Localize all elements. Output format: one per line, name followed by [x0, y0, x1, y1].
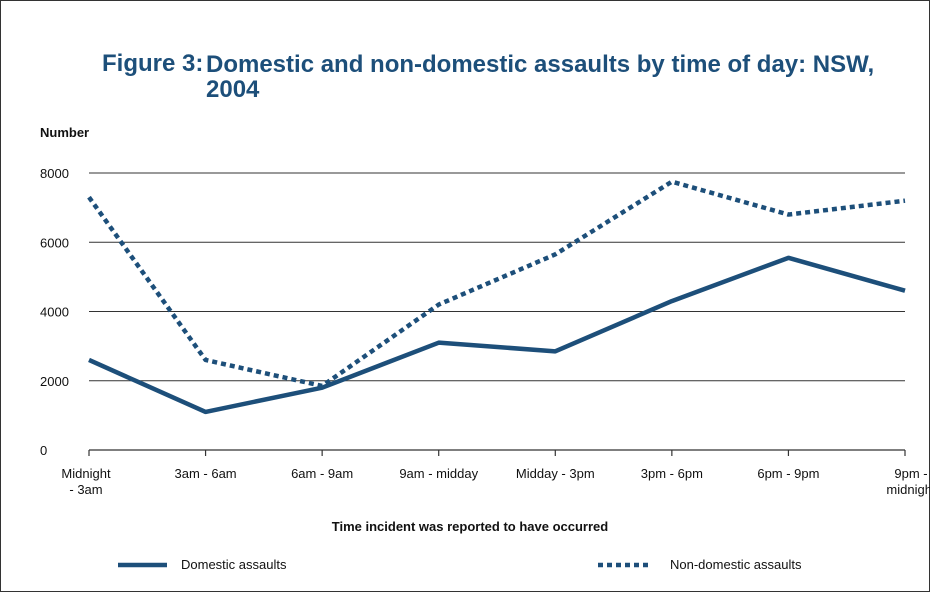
figure-number: Figure 3: — [102, 50, 204, 77]
x-tick-label: 6am - 9am — [291, 466, 353, 481]
x-tick-label: 9am - midday — [399, 466, 478, 481]
x-tick-label: 3am - 6am — [175, 466, 237, 481]
x-tick-label: 6pm - 9pm — [757, 466, 819, 481]
series-line-non-domestic — [87, 179, 906, 389]
y-tick-label: 2000 — [40, 374, 69, 389]
x-axis-label: Time incident was reported to have occur… — [332, 519, 609, 534]
legend-label: Domestic assaults — [181, 557, 287, 572]
x-tick-label: Midnight - 3am — [61, 466, 111, 497]
x-tick-label: Midday - 3pm — [516, 466, 595, 481]
y-tick-label: 0 — [40, 443, 47, 458]
y-tick-label: 6000 — [40, 235, 69, 250]
x-tick-label: 9pm -midnight — [886, 466, 930, 497]
x-tick-label: 3pm - 6pm — [641, 466, 703, 481]
legend-label: Non-domestic assaults — [670, 557, 802, 572]
y-tick-label: 4000 — [40, 305, 69, 320]
series-line-domestic — [88, 255, 906, 415]
y-axis-label: Number — [40, 125, 89, 140]
y-tick-label: 8000 — [40, 166, 69, 181]
chart-title: Domestic and non-domestic assaults by ti… — [206, 51, 875, 103]
